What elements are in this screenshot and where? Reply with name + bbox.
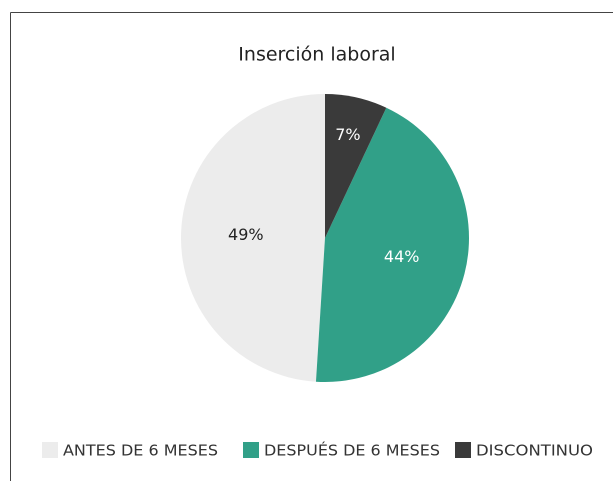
legend-swatch bbox=[455, 442, 471, 458]
legend-swatch bbox=[243, 442, 259, 458]
data-label: 7% bbox=[335, 125, 360, 144]
data-label: 44% bbox=[384, 247, 420, 266]
pie-slice bbox=[325, 94, 387, 238]
pie-slice bbox=[315, 107, 469, 383]
pie-slice bbox=[181, 94, 325, 382]
chart-title: Inserción laboral bbox=[238, 44, 395, 66]
legend-label: ANTES DE 6 MESES bbox=[63, 442, 218, 460]
legend-swatch bbox=[42, 442, 58, 458]
legend-label: DISCONTINUO bbox=[476, 442, 593, 460]
data-label: 49% bbox=[228, 225, 264, 244]
legend-label: DESPUÉS DE 6 MESES bbox=[264, 441, 440, 460]
